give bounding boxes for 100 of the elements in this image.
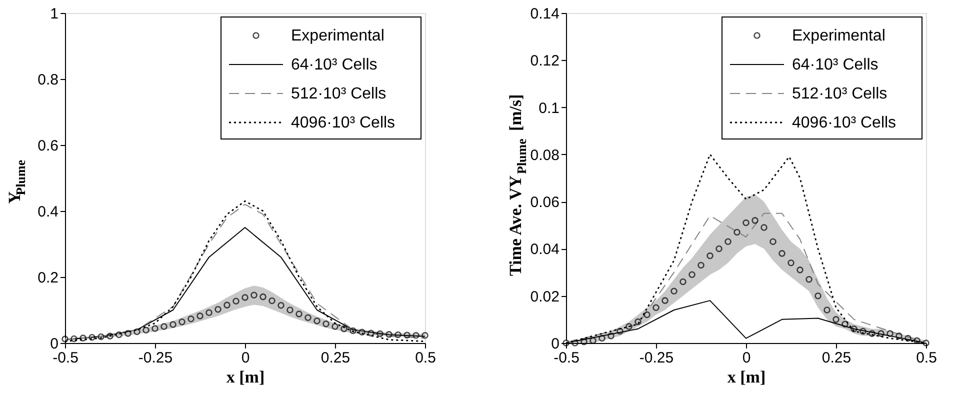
x-tick-label: 0 [241, 350, 250, 366]
point [332, 323, 338, 330]
point [340, 325, 348, 332]
legend-label: 512·10³ Cells [792, 86, 888, 102]
point [134, 328, 140, 336]
x-axis-title: x [m] [727, 368, 766, 386]
point [626, 323, 632, 330]
point [706, 252, 714, 260]
legend-label: 64·10³ Cells [291, 56, 378, 74]
x-tick-label: 0 [742, 350, 751, 366]
y-tick-label: 0.02 [530, 288, 560, 306]
point [842, 320, 848, 328]
y-tick-label: 0.6 [38, 138, 58, 154]
point [724, 238, 732, 246]
point [608, 332, 614, 340]
point [124, 330, 132, 337]
point [904, 334, 912, 342]
y-axis-title: YPlume [5, 160, 28, 204]
point [868, 330, 876, 337]
legend-label: Experimental [291, 28, 384, 44]
legend-label: 64·10³ Cells [792, 56, 878, 74]
point [278, 302, 284, 309]
point [224, 302, 230, 308]
point [350, 327, 356, 334]
x-tick-label: -0.25 [138, 350, 173, 366]
y-tick-label: 0.4 [38, 204, 58, 220]
point [214, 306, 222, 313]
point [662, 297, 668, 304]
point [116, 331, 122, 338]
x-tick-label: 0.5 [916, 350, 937, 366]
point [368, 330, 374, 336]
point [806, 276, 812, 283]
legend-label: 512·10³ Cells [291, 86, 386, 102]
y-tick-label: 0 [551, 336, 560, 352]
y-tick-label: 0.8 [38, 72, 58, 88]
point [152, 325, 158, 332]
x-tick-label: -0.5 [52, 350, 78, 366]
point [770, 238, 776, 246]
point [680, 278, 686, 286]
point [206, 309, 212, 316]
point [188, 316, 194, 322]
x-tick-label: -0.25 [639, 350, 674, 366]
point [788, 259, 794, 266]
legend-label: 4096·10³ Cells [291, 114, 396, 132]
point [386, 331, 392, 338]
point [832, 316, 840, 323]
point [178, 318, 186, 326]
point [634, 318, 642, 326]
y-tick-label: 0.06 [530, 194, 560, 212]
point [742, 219, 750, 226]
point [242, 294, 248, 301]
legend-label: 4096·10³ Cells [792, 114, 896, 132]
point [572, 340, 578, 346]
point [286, 306, 294, 314]
x-tick-label: -0.5 [554, 350, 580, 366]
point [698, 262, 704, 269]
y-axis-title: Time Ave. VYPlume [m/s] [506, 94, 529, 276]
point [652, 304, 660, 312]
point [394, 331, 402, 338]
point [814, 292, 822, 300]
point [88, 334, 96, 341]
point [304, 314, 312, 321]
point [824, 306, 830, 314]
point [760, 224, 768, 231]
point [70, 335, 78, 342]
point [598, 334, 606, 342]
point [878, 330, 884, 337]
point [778, 250, 786, 257]
point [376, 330, 384, 338]
point [886, 330, 894, 337]
point [796, 266, 804, 274]
point [860, 328, 866, 335]
y-tick-label: 0 [50, 336, 58, 352]
point [250, 292, 258, 299]
point [580, 338, 588, 346]
point [670, 288, 678, 295]
point [358, 328, 366, 336]
point [98, 333, 104, 340]
y-tick-label: 0.1 [538, 100, 560, 117]
point [232, 298, 240, 304]
y-tick-label: 1 [50, 6, 58, 22]
x-tick-label: 0.25 [320, 350, 350, 366]
point [170, 321, 176, 328]
point [716, 245, 722, 252]
point [616, 328, 624, 335]
point [896, 332, 902, 340]
point [314, 318, 320, 324]
y-tick-label: 0.08 [530, 146, 560, 164]
y-tick-label: 0.04 [530, 241, 560, 258]
point [412, 332, 420, 339]
point [734, 228, 740, 236]
point [404, 332, 410, 338]
point [752, 217, 758, 224]
point [80, 334, 86, 342]
point [268, 297, 276, 304]
point [260, 293, 266, 300]
y-tick-label: 0.14 [530, 6, 560, 22]
point [296, 310, 302, 318]
point [142, 326, 150, 334]
point [688, 271, 696, 278]
